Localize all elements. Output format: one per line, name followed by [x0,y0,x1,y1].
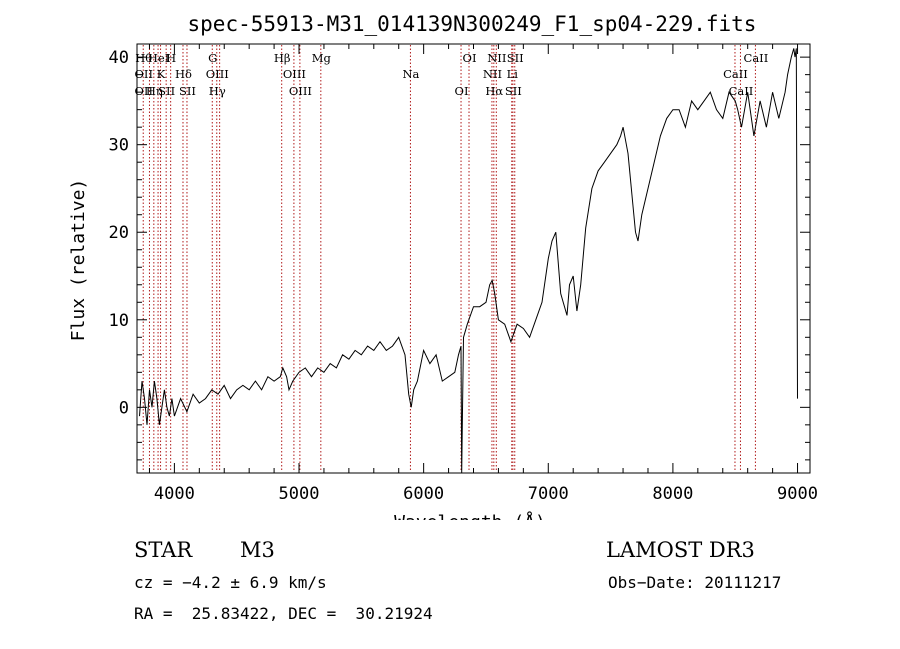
line-marker-label: Mg [312,51,332,65]
line-marker-label: CaII [729,84,754,98]
line-marker-label: Na [402,67,419,81]
line-marker-label: OIII [289,84,312,98]
line-marker-label: Hη [146,84,163,98]
line-marker-label: H [166,51,176,65]
y-tick-label: 0 [119,398,129,418]
line-marker-label: OI [455,84,469,98]
line-marker-labels: HθOIIOIIHηHeIKSIIHHδSIIGOIIIHγHβOIIIOIII… [134,51,768,98]
line-marker-label: G [208,51,217,65]
line-marker-label: OI [463,51,477,65]
line-marker-label: HeI [148,51,169,65]
plot-frame [136,43,811,474]
line-markers [142,45,756,472]
x-tick-label: 5000 [279,484,320,504]
x-tick-label: 4000 [154,484,195,504]
object-class: STAR [134,538,193,562]
line-marker-label: Hθ [135,51,152,65]
line-marker-label: Hβ [274,51,291,65]
line-marker-label: Li [507,67,519,81]
line-marker-label: OIII [206,67,229,81]
line-marker-label: Hγ [209,84,226,98]
line-marker-label: SII [505,84,522,98]
x-tick-label: 6000 [403,484,444,504]
line-marker-label: Hδ [175,67,192,81]
x-tick-label: 9000 [777,484,818,504]
x-tick-label: 7000 [528,484,569,504]
line-marker-label: CaII [723,67,748,81]
line-marker-label: SII [179,84,196,98]
object-subclass: M3 [240,538,275,562]
redshift-velocity: cz = −4.2 ± 6.9 km/s [134,573,327,592]
line-marker-label: OII [134,67,153,81]
line-marker-label: Hα [485,84,503,98]
line-marker-label: K [157,67,166,81]
line-marker-label: NII [487,51,506,65]
observation-date: Obs−Date: 20111217 [608,573,782,592]
line-marker-label: OII [134,84,153,98]
flux-series-line [139,48,798,474]
y-tick-label: 20 [109,223,129,243]
line-marker-label: NII [483,67,502,81]
y-axis-label: Flux (relative) [68,179,89,342]
axis-tick-labels: 4000 5000 6000 7000 8000 9000 0 10 20 30 40 [109,48,818,504]
survey-name: LAMOST DR3 [606,538,755,562]
x-axis-label: Wavelength (Å) [394,511,546,520]
line-marker-label: CaII [744,51,769,65]
line-marker-label: SII [507,51,524,65]
axis-ticks [137,44,810,473]
line-marker-label: SII [158,84,175,98]
y-tick-label: 40 [109,48,129,68]
y-tick-label: 10 [109,311,129,331]
spectrum-chart: HθOIIOIIHηHeIKSIIHHδSIIGOIIIHγHβOIIIOIII… [68,12,818,520]
sky-coordinates: RA = 25.83422, DEC = 30.21924 [134,604,433,623]
x-tick-label: 8000 [652,484,693,504]
y-tick-label: 30 [109,136,129,156]
line-marker-label: OIII [283,67,306,81]
chart-title: spec-55913-M31_014139N300249_F1_sp04-229… [188,12,757,36]
